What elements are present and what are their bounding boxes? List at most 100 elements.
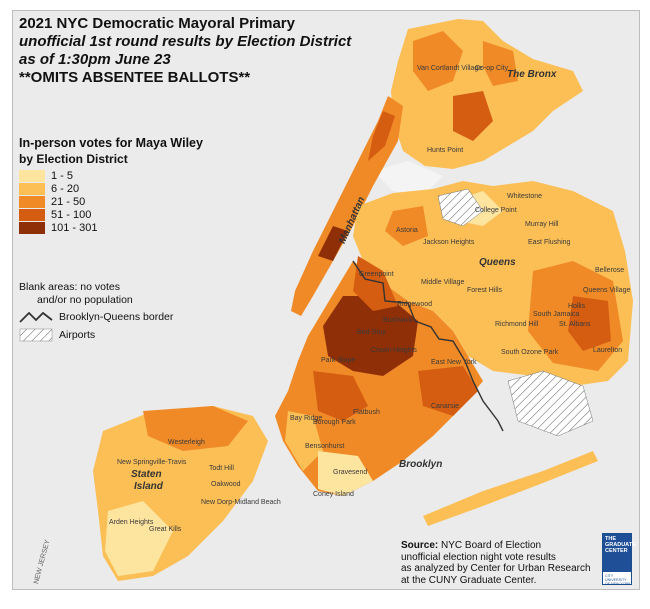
title-line-3: as of 1:30pm June 23 (19, 51, 171, 68)
legend-swatch (19, 195, 45, 208)
logo-sub-text: CITY UNIVERSITY OF NEW YORK (605, 574, 631, 586)
st-albans-cluster (568, 296, 611, 351)
choropleth-map (93, 19, 633, 581)
label-nbhd: Ridgewood (397, 301, 433, 308)
label-nbhd: Hunts Point (427, 147, 464, 154)
legend-item: 101 - 301 (19, 221, 203, 234)
title-line-2: unofficial 1st round results by Election… (19, 33, 352, 50)
label-nbhd: New Dorp-Midland Beach (201, 499, 281, 506)
source-label: Source: (401, 540, 439, 551)
label-nbhd: Canarsie (431, 403, 460, 410)
legend-label: 51 - 100 (51, 208, 92, 221)
north-shore (143, 406, 248, 451)
label-nbhd: Whitestone (507, 193, 543, 200)
legend-subheading: by Election District (19, 152, 128, 166)
source-line-4: at the CUNY Graduate Center. (401, 574, 537, 586)
label-nbhd: Bensonhurst (305, 443, 345, 450)
bay-ridge-area (285, 411, 323, 471)
label-nbhd: Bay Ridge (290, 415, 323, 422)
legend-item: 6 - 20 (19, 182, 203, 195)
border-line-icon (19, 311, 53, 323)
jfk-airport (507, 370, 594, 437)
label-nbhd: Bellerose (595, 267, 625, 274)
legend-swatch (19, 182, 45, 195)
label-nbhd: New Springville-Travis (117, 459, 187, 466)
label-nbhd: College Point (475, 207, 517, 214)
legend-label: 101 - 301 (51, 221, 98, 234)
legend-item: 21 - 50 (19, 195, 203, 208)
blank-areas-note-2: and/or no population (37, 294, 133, 306)
legend-swatch (19, 169, 45, 182)
label-brooklyn: Brooklyn (399, 459, 443, 470)
label-nbhd: Greenpoint (359, 271, 394, 278)
label-nbhd: Bed-Stuy (357, 329, 386, 336)
brooklyn-area (275, 261, 483, 496)
laguardia-airport (437, 188, 484, 227)
graduate-center-logo: THE GRADUATE CENTER CITY UNIVERSITY OF N… (602, 533, 636, 586)
map-title: 2021 NYC Democratic Mayoral Primary unof… (19, 15, 351, 87)
legend-swatch (19, 221, 45, 234)
east-river (373, 161, 443, 196)
label-staten-2: Island (134, 481, 163, 492)
bronx-east (483, 41, 518, 86)
legend-label: 6 - 20 (51, 182, 80, 195)
source-line-2: unofficial election night vote results (401, 551, 556, 563)
label-nbhd: Co-op City (475, 65, 509, 72)
label-nbhd: Crown Heights (371, 347, 417, 354)
astoria-area (385, 206, 428, 246)
logo-block (603, 534, 631, 572)
legend-item: 1 - 5 (19, 169, 203, 182)
border-label: Brooklyn-Queens border (59, 311, 174, 323)
airports-legend-item: Airports (19, 327, 173, 343)
label-nbhd: Laurelton (593, 347, 623, 354)
label-nbhd: Coney Island (313, 491, 354, 498)
harlem-hotspot (318, 226, 348, 261)
legend-label: 21 - 50 (51, 195, 86, 208)
title-line-1: 2021 NYC Democratic Mayoral Primary (19, 15, 295, 32)
label-nbhd: Park Slope (321, 357, 356, 364)
title-line-4: **OMITS ABSENTEE BALLOTS** (19, 69, 251, 86)
canarsie-area (418, 366, 478, 416)
label-nbhd: Hollis (568, 303, 586, 310)
label-queens: Queens (479, 257, 516, 268)
legend-label: 1 - 5 (51, 169, 74, 182)
legend-notes: Blank areas: no votes and/or no populati… (19, 281, 173, 343)
legend-heading: In-person votes for Maya Wiley (19, 136, 203, 150)
label-nbhd: Middle Village (421, 279, 465, 286)
label-nbhd: Great Kills (149, 526, 182, 533)
label-nbhd: St. Albans (559, 321, 591, 328)
label-nbhd: Van Cortlandt Village (417, 65, 483, 72)
bushwick-area (353, 256, 398, 311)
label-nbhd: Murray Hill (525, 221, 559, 228)
brooklyn-queens-border (352, 260, 504, 432)
label-nbhd: Todt Hill (209, 465, 234, 472)
legend-item: 51 - 100 (19, 208, 203, 221)
label-nbhd: Borough Park (313, 419, 356, 426)
label-nbhd: South Jamaica (533, 311, 580, 318)
bronx-south (453, 91, 493, 141)
coney-island-area (318, 451, 373, 496)
label-staten-1: Staten (131, 469, 162, 480)
legend-swatch (19, 208, 45, 221)
label-nbhd: Richmond Hill (495, 321, 539, 328)
upper-manhattan (368, 111, 395, 161)
label-nbhd: Queens Village (583, 287, 631, 294)
label-nbhd: Westerleigh (168, 439, 205, 446)
border-legend-item: Brooklyn-Queens border (19, 309, 173, 325)
legend: In-person votes for Maya Wiley by Electi… (19, 135, 203, 234)
label-nbhd: Astoria (396, 227, 418, 234)
label-nbhd: Jackson Heights (423, 239, 475, 246)
label-nbhd: South Ozone Park (501, 349, 559, 356)
blank-areas-note: Blank areas: no votes (19, 281, 120, 293)
label-nbhd: Arden Heights (109, 519, 154, 526)
label-nbhd: Oakwood (211, 481, 241, 488)
bronx-west (413, 31, 463, 91)
hatch-icon (19, 328, 53, 342)
label-nbhd: Gravesend (333, 469, 368, 476)
flatbush-area (313, 371, 368, 421)
label-nbhd: Bushwick (383, 317, 413, 324)
source-note: Source: NYC Board of Election unofficial… (401, 540, 591, 586)
rockaway-peninsula (423, 451, 598, 526)
map-frame: The Bronx Manhattan Queens Brooklyn Stat… (12, 10, 640, 590)
bed-stuy-crown-heights (323, 296, 418, 376)
